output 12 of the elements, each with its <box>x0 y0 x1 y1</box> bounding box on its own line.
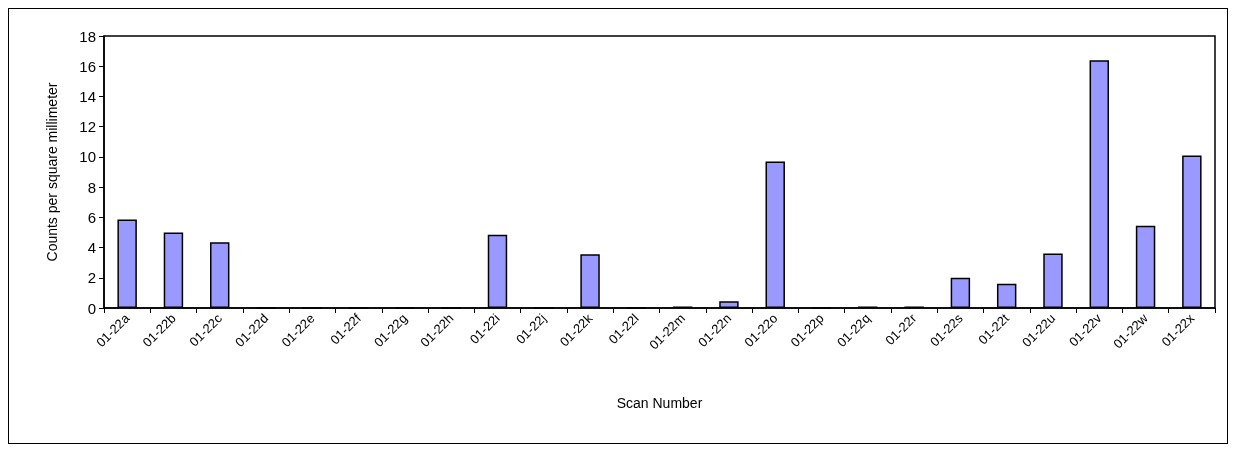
y-tick-label: 14 <box>79 87 96 105</box>
y-tick-label: 4 <box>87 239 96 257</box>
y-tick-label: 16 <box>79 57 96 75</box>
y-tick-label: 0 <box>87 299 96 317</box>
y-tick-label: 12 <box>79 118 96 136</box>
y-tick-label: 8 <box>87 178 96 196</box>
y-tick-label: 2 <box>87 269 96 287</box>
y-axis-title: Counts per square millimeter <box>44 82 60 262</box>
y-tick-label: 18 <box>79 27 96 45</box>
x-axis-title: Scan Number <box>616 395 703 411</box>
y-tick-label: 10 <box>79 148 96 166</box>
y-tick-label: 6 <box>87 208 96 226</box>
